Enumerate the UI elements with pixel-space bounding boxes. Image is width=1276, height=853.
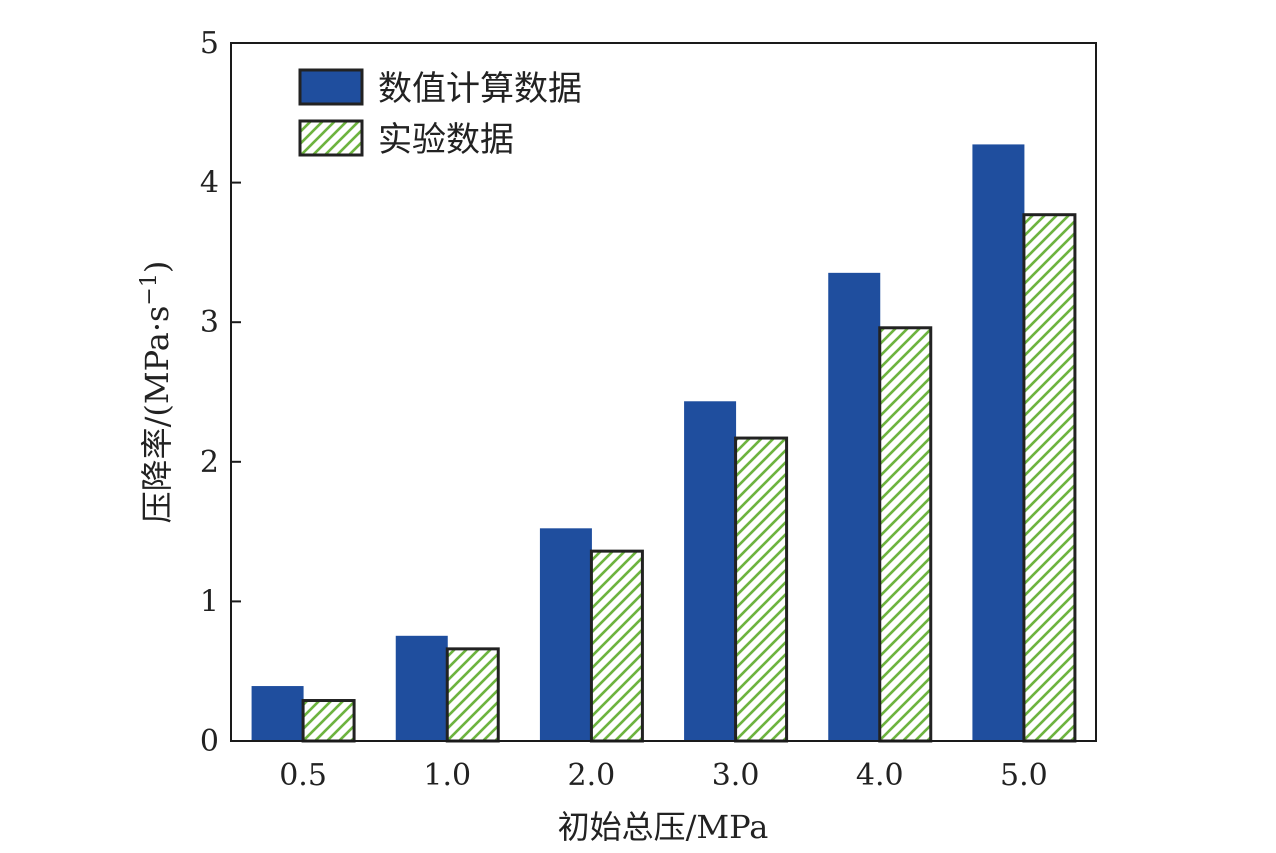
y-tick-label: 3 (200, 305, 219, 340)
bar-series-0-1.0 (395, 635, 448, 742)
x-axis-title: 初始总压/MPa (558, 808, 769, 846)
y-axis-title-main: 压降率/(MPa·s (138, 306, 176, 524)
x-tick-label: 3.0 (712, 758, 760, 793)
ticks-layer: 0.5 1.0 2.0 3.0 4.0 5.0 0 1 2 3 4 5 (200, 26, 1048, 793)
y-axis-title: 压降率/(MPa·s−1) (137, 261, 177, 524)
y-axis-title-close: ) (138, 261, 176, 273)
y-axis-title-superscript: −1 (137, 273, 162, 305)
bar-series-0-5.0 (972, 144, 1025, 742)
legend-swatch-series-0 (298, 68, 364, 106)
legend-label-series-0: 数值计算数据 (378, 69, 582, 109)
plot-frame (230, 42, 1097, 742)
bar-series-0-4.0 (828, 272, 881, 742)
x-tick-label: 5.0 (1000, 758, 1048, 793)
legend-swatch-series-1 (298, 119, 364, 157)
y-tick-label: 5 (200, 26, 219, 61)
bar-series-1-2.0 (589, 549, 644, 743)
y-tick-label: 2 (200, 445, 219, 480)
bar-series-1-0.5 (301, 699, 356, 743)
y-tick-label: 0 (200, 724, 219, 759)
bar-series-0-2.0 (539, 528, 592, 742)
bar-series-1-1.0 (445, 647, 500, 743)
x-tick-label: 1.0 (423, 758, 471, 793)
bar-series-1-4.0 (878, 326, 933, 743)
bars-layer (251, 144, 1077, 743)
legend-label-series-1: 实验数据 (378, 120, 514, 160)
legend: 数值计算数据 实验数据 (298, 68, 582, 160)
bar-series-1-5.0 (1022, 213, 1077, 743)
y-tick-label: 4 (200, 166, 219, 201)
x-tick-label: 0.5 (279, 758, 327, 793)
bar-series-0-0.5 (251, 686, 304, 742)
x-tick-label: 4.0 (856, 758, 904, 793)
x-tick-label: 2.0 (568, 758, 616, 793)
bar-series-0-3.0 (684, 401, 737, 742)
y-tick-label: 1 (200, 584, 219, 619)
bar-series-1-3.0 (734, 436, 789, 743)
